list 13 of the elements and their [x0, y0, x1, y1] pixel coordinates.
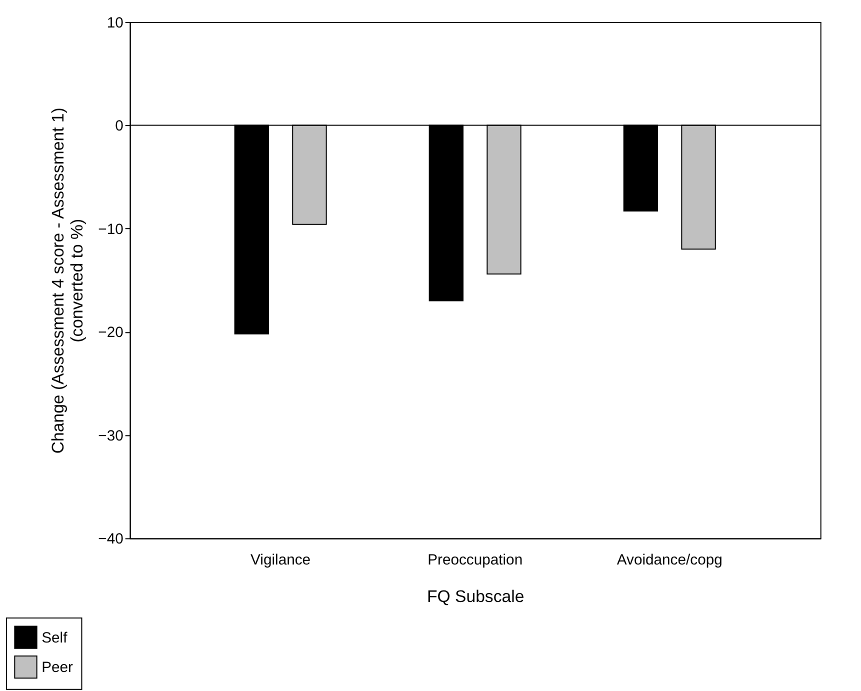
x-tick-label: Preoccupation	[428, 552, 523, 568]
y-tick-label: −40	[98, 532, 124, 548]
y-tick-label: −10	[98, 222, 124, 238]
y-tick-label: −30	[98, 428, 124, 444]
legend-label: Peer	[42, 660, 74, 676]
legend-label: Self	[42, 630, 68, 646]
y-axis-title: Change (Assessment 4 score - Assessment 1) (converted to %)	[48, 108, 86, 454]
x-axis-title: FQ Subscale	[426, 587, 524, 606]
x-tick-label: Avoidance/copg	[616, 552, 722, 568]
x-tick-label: Vigilance	[250, 552, 311, 568]
y-tick-label: 10	[106, 15, 124, 32]
y-tick-label: 0	[115, 118, 124, 135]
y-tick-label: −20	[98, 325, 124, 342]
